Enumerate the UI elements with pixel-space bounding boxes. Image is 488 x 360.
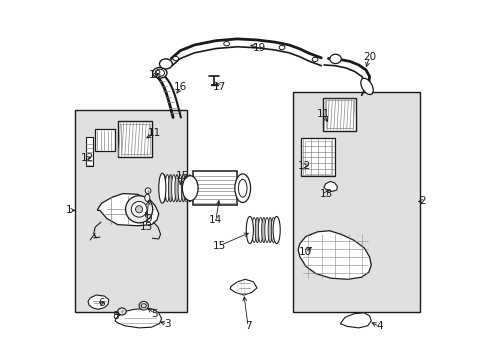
Ellipse shape (155, 69, 164, 76)
Bar (95, 129, 115, 151)
Ellipse shape (178, 175, 182, 202)
Bar (75, 111, 187, 312)
Text: 4: 4 (375, 321, 382, 332)
Bar (300, 138, 334, 176)
Text: 1: 1 (66, 205, 73, 215)
Ellipse shape (271, 217, 275, 243)
Ellipse shape (238, 179, 246, 197)
Ellipse shape (234, 174, 250, 203)
Polygon shape (323, 181, 337, 192)
Ellipse shape (118, 308, 126, 315)
Polygon shape (88, 295, 108, 309)
Ellipse shape (329, 54, 341, 64)
Polygon shape (340, 313, 370, 328)
Text: 10: 10 (298, 247, 311, 257)
Text: 19: 19 (252, 43, 265, 53)
Bar (292, 93, 419, 312)
Text: 6: 6 (98, 298, 105, 308)
Text: 18: 18 (149, 70, 162, 80)
Ellipse shape (224, 41, 229, 46)
Ellipse shape (246, 216, 253, 244)
Ellipse shape (181, 175, 185, 202)
Ellipse shape (264, 217, 268, 243)
Ellipse shape (159, 173, 165, 203)
Ellipse shape (171, 175, 176, 202)
Ellipse shape (141, 303, 146, 308)
Text: 3: 3 (164, 319, 171, 329)
Ellipse shape (175, 175, 179, 202)
Ellipse shape (182, 176, 198, 201)
Bar (121, 124, 149, 154)
Ellipse shape (162, 175, 166, 202)
Ellipse shape (255, 217, 259, 243)
Ellipse shape (258, 217, 262, 243)
Text: 13: 13 (319, 189, 332, 199)
Bar (325, 100, 353, 128)
Bar (85, 137, 93, 166)
Ellipse shape (360, 78, 372, 95)
Ellipse shape (311, 57, 317, 62)
Ellipse shape (251, 217, 256, 243)
Text: 14: 14 (209, 215, 222, 225)
Text: 13: 13 (140, 222, 153, 232)
Text: 20: 20 (362, 52, 375, 62)
Ellipse shape (135, 206, 142, 213)
Polygon shape (298, 231, 370, 279)
Ellipse shape (152, 67, 166, 78)
Text: 12: 12 (81, 153, 94, 163)
Text: 7: 7 (244, 321, 251, 332)
Ellipse shape (165, 175, 169, 202)
Bar (118, 121, 151, 157)
Ellipse shape (131, 202, 147, 217)
Ellipse shape (159, 59, 172, 69)
Polygon shape (97, 194, 159, 226)
Ellipse shape (248, 217, 253, 243)
Text: 12: 12 (297, 161, 310, 171)
Ellipse shape (139, 301, 148, 310)
Bar (323, 98, 355, 131)
Polygon shape (115, 309, 162, 328)
Ellipse shape (279, 45, 285, 50)
Text: 9: 9 (145, 213, 152, 224)
Ellipse shape (173, 57, 178, 61)
Text: 17: 17 (212, 82, 225, 92)
Text: 16: 16 (174, 82, 187, 92)
Ellipse shape (144, 194, 149, 202)
Ellipse shape (261, 217, 265, 243)
Text: 8: 8 (112, 311, 118, 321)
Text: 11: 11 (147, 128, 161, 138)
Text: 11: 11 (316, 109, 329, 119)
Ellipse shape (168, 175, 172, 202)
Text: 5: 5 (151, 309, 158, 319)
Ellipse shape (125, 196, 152, 223)
Bar (304, 141, 331, 174)
Ellipse shape (145, 188, 151, 194)
Ellipse shape (187, 175, 192, 202)
Polygon shape (230, 279, 257, 295)
Ellipse shape (272, 216, 280, 244)
Text: 15: 15 (175, 171, 188, 181)
Ellipse shape (267, 217, 272, 243)
Bar (192, 171, 237, 205)
Text: 2: 2 (418, 197, 425, 206)
Text: 15: 15 (212, 241, 225, 251)
Ellipse shape (184, 175, 188, 202)
